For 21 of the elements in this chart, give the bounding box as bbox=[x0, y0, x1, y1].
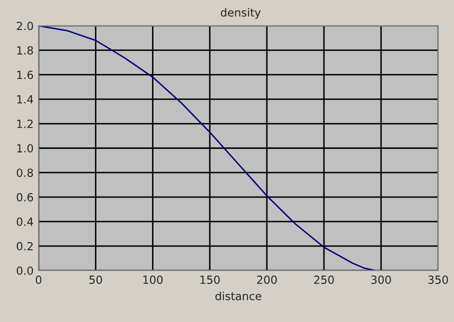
x-tick-label: 250 bbox=[314, 276, 334, 284]
y-tick-label: 0.0 bbox=[16, 266, 33, 275]
y-tick-label: 0.2 bbox=[16, 242, 33, 250]
x-tick-label: 50 bbox=[89, 276, 102, 284]
chart-title: density bbox=[220, 8, 261, 19]
x-tick-label: 200 bbox=[257, 276, 277, 284]
y-tick-label: 1.4 bbox=[17, 95, 34, 104]
x-tick-label: 300 bbox=[371, 276, 391, 284]
x-tick-label: 350 bbox=[428, 276, 448, 284]
y-tick-label: 1.0 bbox=[17, 144, 33, 152]
x-axis-title: distance bbox=[215, 292, 262, 300]
x-tick-label: 150 bbox=[200, 276, 220, 284]
y-tick-label: 0.8 bbox=[16, 168, 33, 177]
y-tick-label: 1.6 bbox=[17, 70, 34, 80]
y-tick-label: 2.0 bbox=[16, 22, 33, 30]
y-tick-label: 0.6 bbox=[16, 193, 34, 202]
y-tick-label: 1.2 bbox=[17, 120, 33, 128]
x-tick-label: 100 bbox=[143, 276, 163, 284]
y-tick-label: 0.4 bbox=[16, 218, 34, 226]
x-tick-label: 0 bbox=[36, 276, 42, 284]
y-tick-label: 1.8 bbox=[17, 46, 33, 55]
